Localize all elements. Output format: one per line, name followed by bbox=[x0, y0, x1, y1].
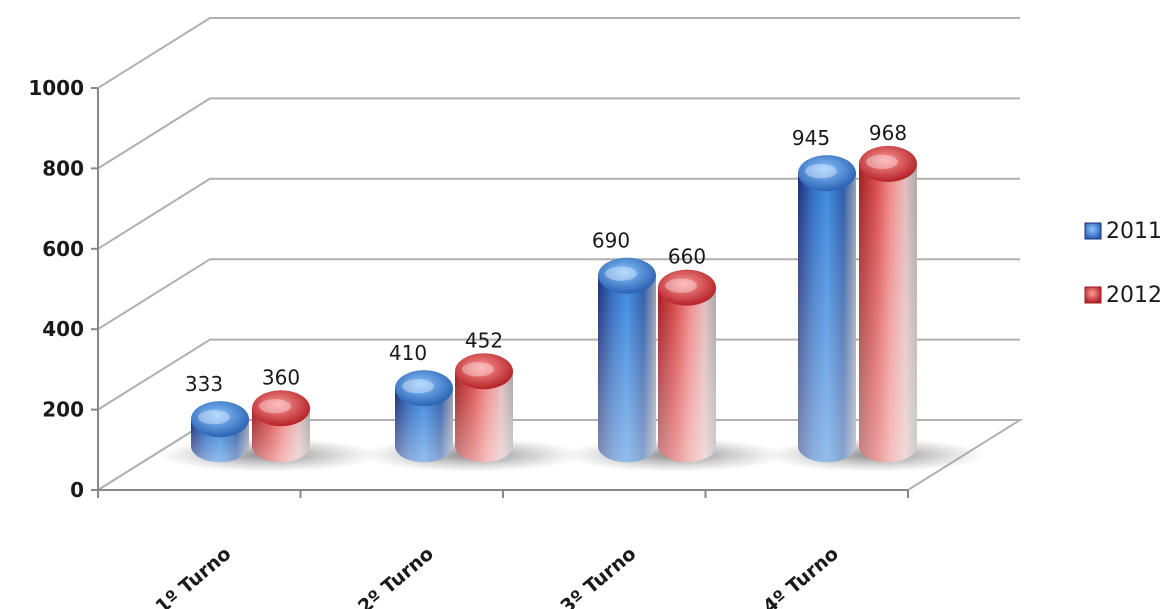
legend-item: 2012 bbox=[1084, 283, 1162, 308]
gridline bbox=[97, 338, 1020, 411]
y-tick-label: 600 bbox=[42, 237, 84, 261]
bars bbox=[191, 145, 917, 463]
legend-swatch bbox=[1084, 222, 1102, 240]
data-label: 452 bbox=[465, 328, 503, 352]
bar bbox=[252, 390, 310, 463]
y-axis: 0 200 400 600 800 1000 bbox=[28, 76, 99, 502]
bar bbox=[598, 257, 656, 463]
bar bbox=[798, 155, 856, 463]
legend-label: 2012 bbox=[1106, 283, 1162, 308]
bar bbox=[455, 353, 513, 463]
y-tick-label: 400 bbox=[42, 317, 84, 341]
x-tick-label: 2º Turno bbox=[354, 543, 438, 609]
x-tick-label: 3º Turno bbox=[557, 543, 641, 609]
data-label: 333 bbox=[185, 372, 223, 396]
legend-swatch bbox=[1084, 286, 1102, 304]
y-tick-label: 200 bbox=[42, 398, 84, 422]
bar bbox=[191, 401, 249, 463]
x-axis: 1º Turno 2º Turno 3º Turno 4º Turno bbox=[97, 489, 909, 609]
y-tick-label: 800 bbox=[42, 156, 84, 180]
data-labels: 333 360 410 452 690 660 945 968 bbox=[185, 121, 907, 396]
bar bbox=[859, 145, 917, 463]
data-label: 945 bbox=[792, 126, 830, 150]
x-tick-label: 1º Turno bbox=[152, 543, 236, 609]
data-label: 410 bbox=[389, 341, 427, 365]
gridline bbox=[97, 17, 1020, 89]
legend-label: 2011 bbox=[1106, 219, 1162, 244]
legend-item: 2011 bbox=[1084, 219, 1162, 244]
bar bbox=[395, 370, 453, 463]
y-tick-label: 1000 bbox=[28, 76, 84, 100]
gridlines bbox=[97, 17, 1020, 491]
gridline bbox=[97, 177, 1020, 250]
bar bbox=[658, 269, 716, 463]
legend: 2011 2012 bbox=[1084, 219, 1162, 308]
data-label: 660 bbox=[668, 245, 706, 269]
y-tick-label: 0 bbox=[70, 478, 84, 502]
data-label: 360 bbox=[262, 365, 300, 389]
x-tick-label: 4º Turno bbox=[759, 543, 843, 609]
gridline bbox=[97, 97, 1020, 170]
data-label: 690 bbox=[592, 229, 630, 253]
data-label: 968 bbox=[869, 121, 907, 145]
gridline bbox=[97, 258, 1020, 331]
